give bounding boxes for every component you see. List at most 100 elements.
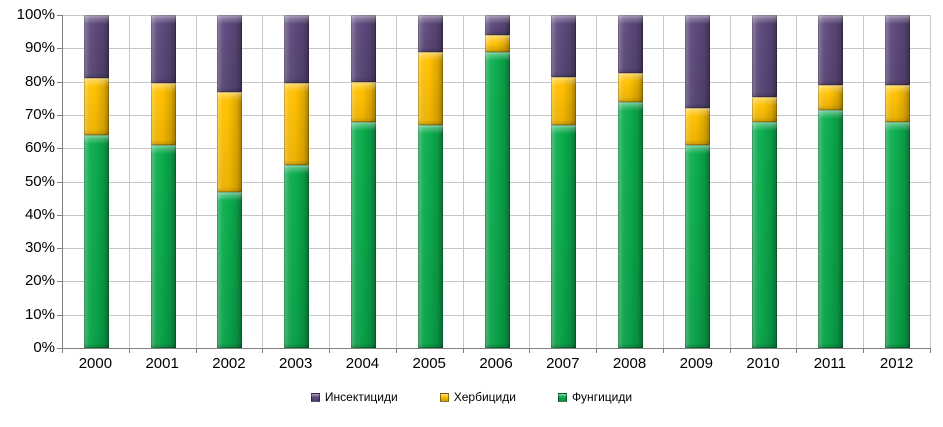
segment-Хербициди: [751, 96, 777, 122]
y-axis-tick-label: 40%: [24, 205, 55, 223]
segment-Фунгициди: [150, 144, 176, 348]
segment-Инсектициди: [484, 15, 510, 35]
vertical-gridline: [195, 15, 197, 348]
x-axis-tick: [529, 349, 531, 353]
segment-Фунгициди: [551, 124, 577, 348]
bar-2005: [417, 15, 443, 348]
y-axis-tick-label: 30%: [24, 239, 55, 257]
y-axis-tick: [57, 81, 62, 83]
y-axis-tick: [57, 314, 62, 316]
segment-Инсектициди: [150, 15, 176, 84]
vertical-gridline: [128, 15, 130, 348]
segment-Инсектициди: [350, 15, 376, 82]
legend-item-Инсектициди: Инсектициди: [310, 390, 398, 404]
x-axis-category-label: 2012: [879, 355, 914, 372]
segment-Инсектициди: [818, 15, 844, 85]
segment-Инсектициди: [684, 15, 710, 109]
x-axis-category-label: 2002: [212, 355, 246, 372]
segment-Фунгициди: [217, 191, 243, 348]
legend-label: Фунгициди: [571, 390, 633, 404]
segment-Хербициди: [217, 91, 243, 192]
x-axis-tick: [329, 349, 331, 353]
vertical-gridline: [262, 15, 264, 348]
segment-Фунгициди: [284, 164, 310, 348]
bar-2004: [350, 15, 376, 348]
segment-Хербициди: [618, 73, 644, 102]
segment-Инсектициди: [885, 15, 911, 85]
bar-2003: [284, 15, 310, 348]
segment-Фунгициди: [684, 144, 710, 348]
y-axis-tick: [57, 48, 62, 50]
x-axis-category-label: 2007: [546, 355, 580, 372]
x-axis-tick: [128, 349, 130, 353]
segment-Инсектициди: [83, 15, 109, 79]
segment-Инсектициди: [417, 15, 443, 52]
chart-legend: Инсектициди Хербициди Фунгициди: [0, 390, 943, 404]
x-axis-tick: [796, 349, 798, 353]
legend-swatch-icon: [557, 392, 567, 402]
segment-Хербициди: [885, 84, 911, 122]
bar-2006: [484, 15, 510, 348]
vertical-gridline: [796, 15, 798, 348]
x-axis-tick: [863, 349, 865, 353]
segment-Хербициди: [284, 83, 310, 165]
segment-Инсектициди: [217, 15, 243, 92]
legend-item-Хербициди: Хербициди: [439, 390, 516, 404]
x-axis-tick: [930, 349, 931, 353]
segment-Фунгициди: [618, 101, 644, 348]
vertical-gridline: [395, 15, 397, 348]
x-axis-tick: [395, 349, 397, 353]
x-axis-category-label: 2004: [345, 355, 380, 372]
y-axis-tick: [57, 114, 62, 116]
y-axis-tick-label: 0%: [33, 339, 55, 356]
y-axis-tick-label: 50%: [24, 172, 55, 190]
x-axis-category-label: 2001: [145, 355, 179, 372]
vertical-gridline: [462, 15, 464, 348]
segment-Хербициди: [350, 81, 376, 122]
segment-Инсектициди: [751, 15, 777, 97]
y-axis-tick-label: 20%: [24, 272, 55, 290]
segment-Хербициди: [684, 108, 710, 145]
y-axis-tick: [57, 348, 62, 349]
segment-Инсектициди: [618, 15, 644, 74]
x-axis-category-label: 2003: [279, 355, 313, 372]
vertical-gridline: [596, 15, 598, 348]
segment-Фунгициди: [83, 134, 109, 348]
bar-2007: [551, 15, 577, 348]
bar-2002: [217, 15, 243, 348]
vertical-gridline: [863, 15, 865, 348]
segment-Фунгициди: [484, 51, 510, 348]
x-axis-tick: [62, 349, 63, 353]
segment-Хербициди: [551, 76, 577, 125]
segment-Фунгициди: [751, 121, 777, 348]
segment-Фунгициди: [818, 109, 844, 348]
y-axis-tick: [57, 15, 62, 16]
y-axis-tick-label: 100%: [16, 6, 55, 23]
x-axis-tick: [662, 349, 664, 353]
y-axis-tick: [57, 281, 62, 283]
bar-2001: [150, 15, 176, 348]
vertical-gridline: [930, 15, 931, 348]
segment-Фунгициди: [417, 124, 443, 348]
y-axis-tick: [57, 248, 62, 250]
x-axis-category-label: 2005: [412, 355, 446, 372]
y-axis-tick-label: 80%: [24, 72, 55, 90]
x-axis-category-label: 2009: [679, 355, 713, 372]
legend-label: Инсектициди: [324, 390, 398, 404]
x-axis-category-label: 2006: [479, 355, 513, 372]
bar-2012: [885, 15, 911, 348]
x-axis-tick: [195, 349, 197, 353]
bar-2010: [751, 15, 777, 348]
x-axis-tick: [596, 349, 598, 353]
y-axis-tick-label: 60%: [24, 139, 55, 157]
segment-Хербициди: [417, 51, 443, 125]
x-axis-tick: [262, 349, 264, 353]
x-axis-tick: [729, 349, 731, 353]
x-axis-category-label: 2011: [813, 355, 846, 372]
legend-label: Хербициди: [453, 390, 516, 404]
segment-Хербициди: [150, 83, 176, 145]
x-axis-category-label: 2010: [746, 355, 780, 372]
segment-Инсектициди: [284, 15, 310, 84]
segment-Хербициди: [484, 35, 510, 52]
